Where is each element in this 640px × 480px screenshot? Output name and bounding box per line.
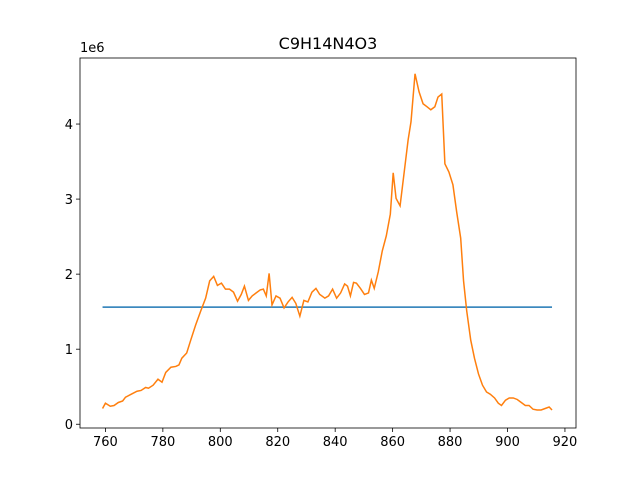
x-tick-label: 760 xyxy=(93,435,118,450)
y-offset-label: 1e6 xyxy=(80,41,105,56)
chart-title: C9H14N4O3 xyxy=(279,34,378,53)
y-tick-label: 3 xyxy=(65,193,73,208)
x-tick-label: 840 xyxy=(323,435,348,450)
x-tick-label: 920 xyxy=(553,435,578,450)
data-line xyxy=(101,73,553,411)
y-tick-label: 2 xyxy=(65,268,73,283)
x-tick-label: 800 xyxy=(208,435,233,450)
x-tick-label: 880 xyxy=(438,435,463,450)
y-tick-label: 1 xyxy=(65,343,73,358)
y-tick-label: 0 xyxy=(65,418,73,433)
x-tick-label: 780 xyxy=(150,435,175,450)
plot-frame xyxy=(79,57,577,429)
x-tick-label: 900 xyxy=(495,435,520,450)
x-tick-label: 820 xyxy=(265,435,290,450)
x-tick-label: 860 xyxy=(380,435,405,450)
y-tick-label: 4 xyxy=(65,118,73,133)
